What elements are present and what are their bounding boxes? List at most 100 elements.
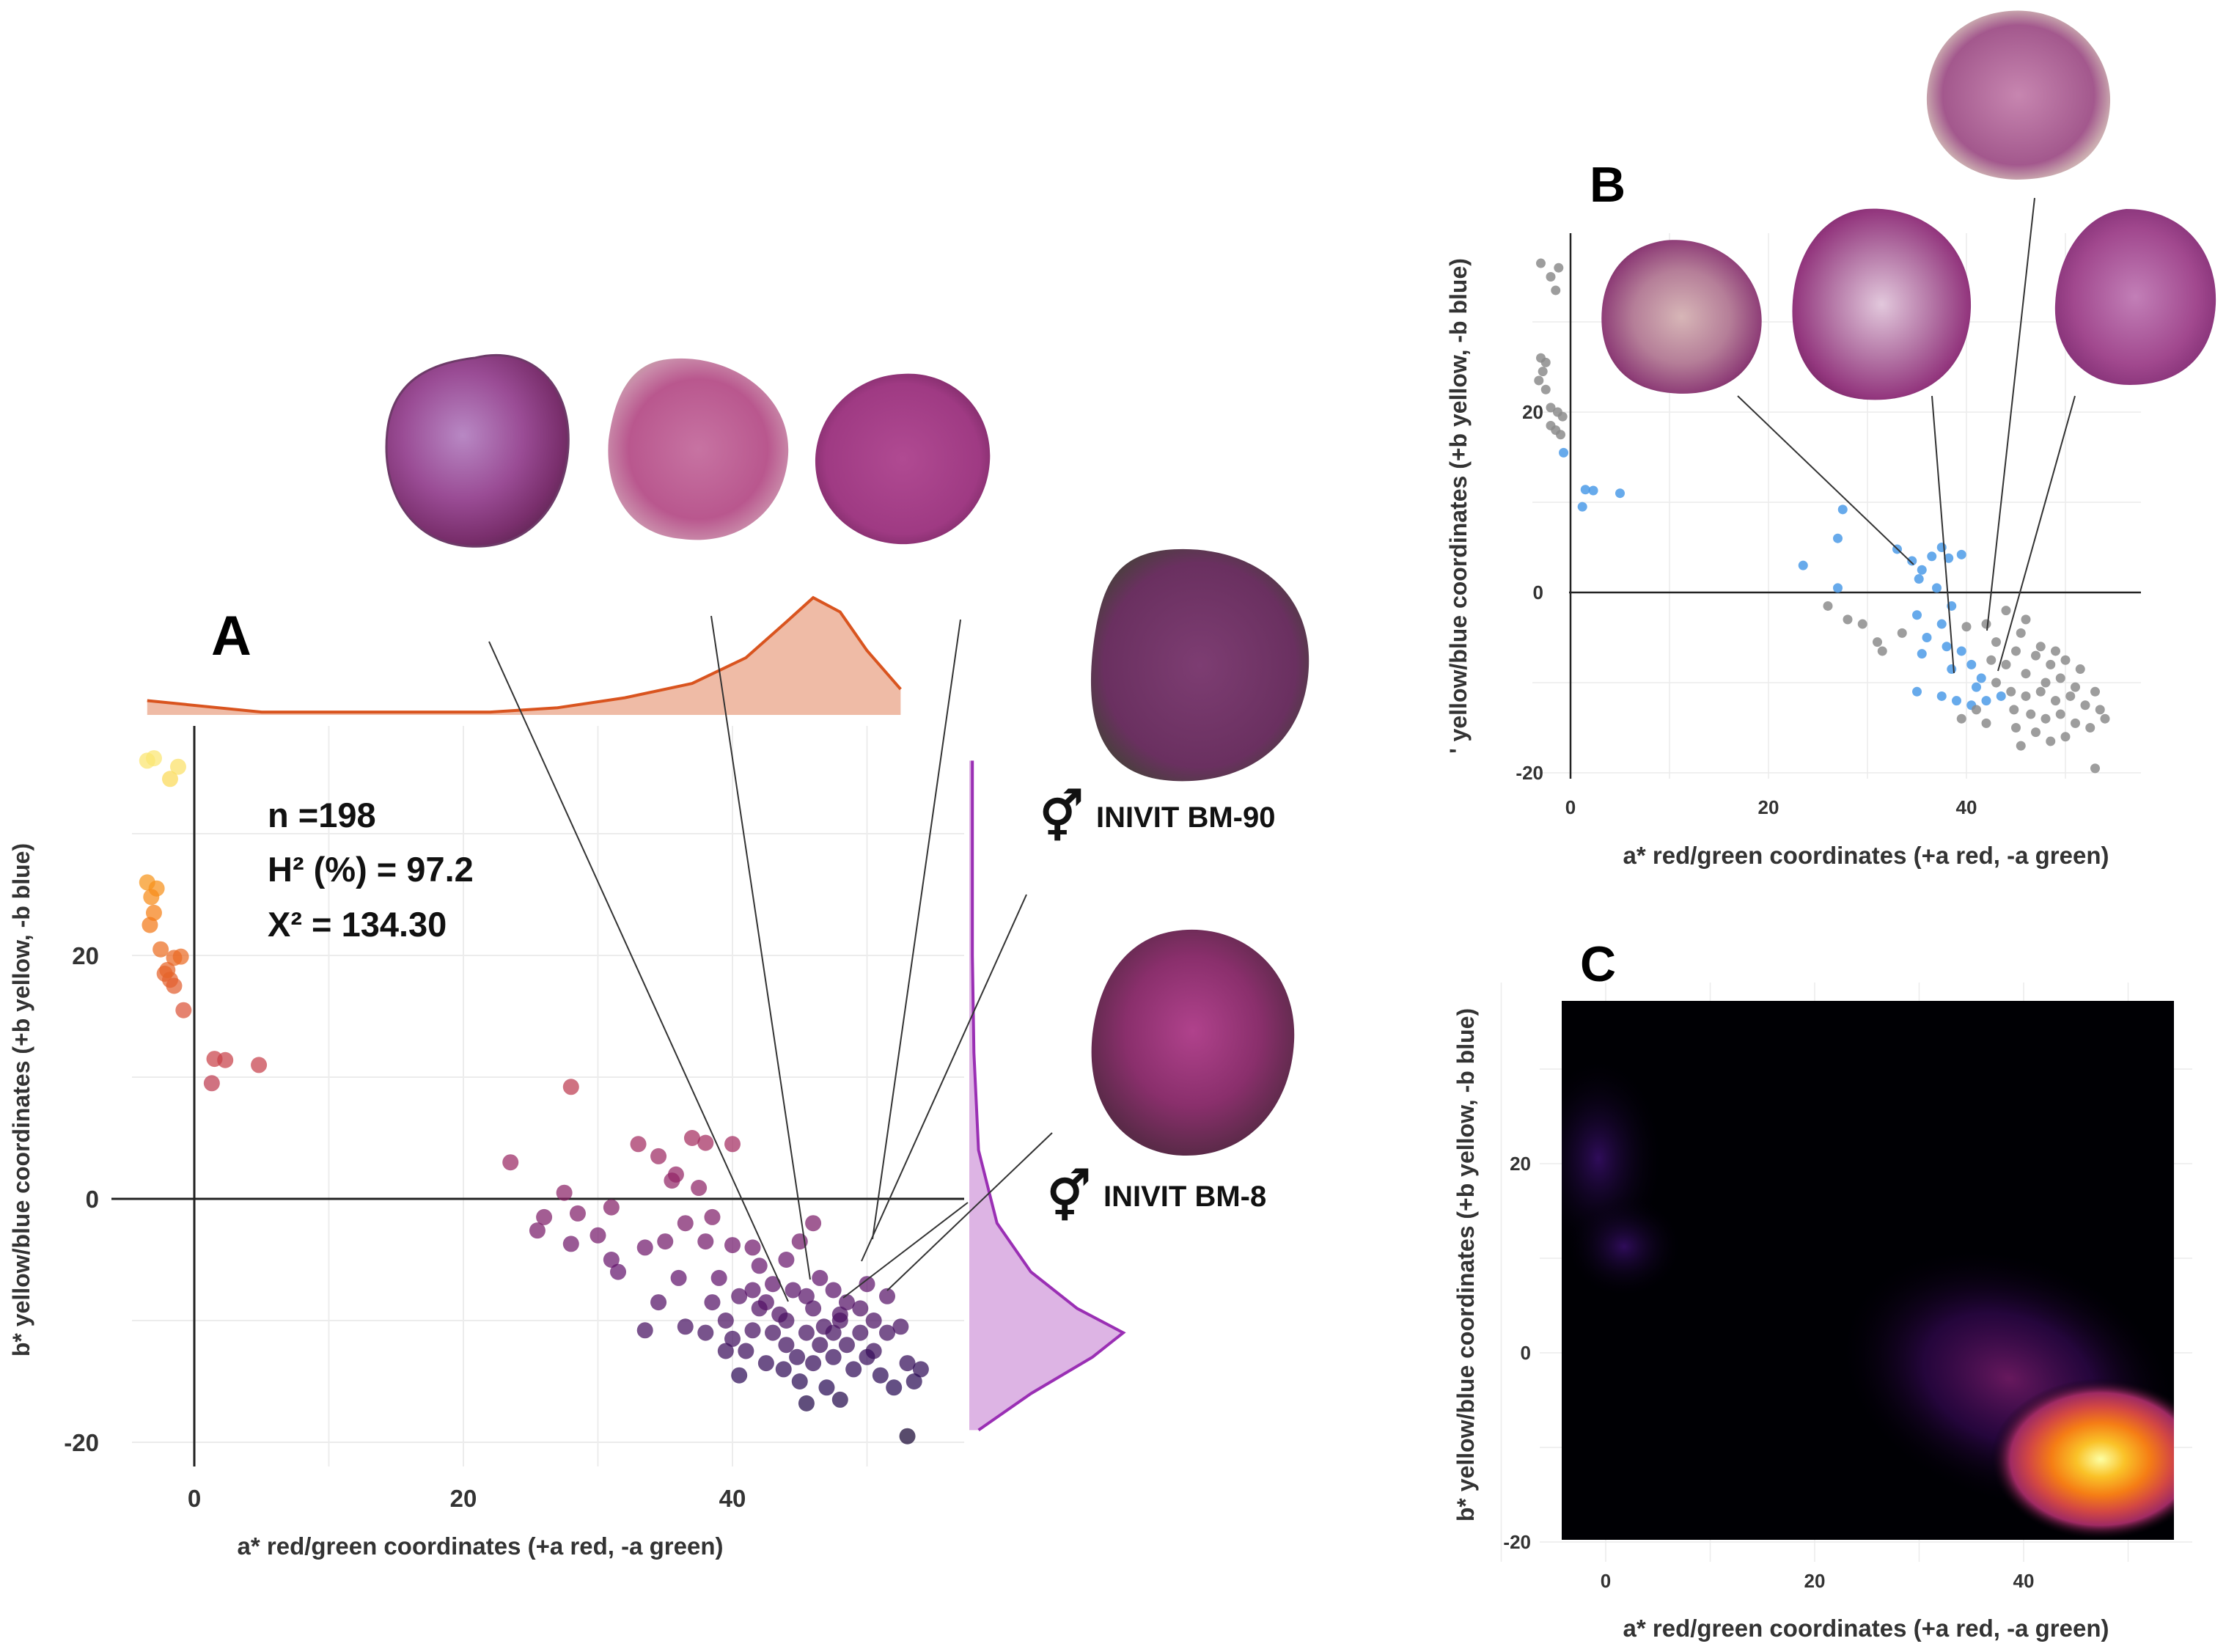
panel-a-point: [717, 1343, 734, 1359]
panel-a-point: [825, 1348, 842, 1365]
heritability-text: H² (%) = 97.2: [268, 850, 474, 889]
panel-c-y-tick: 0: [1521, 1342, 1531, 1364]
panel-b-point: [2040, 713, 2051, 724]
panel-b-point: [1615, 488, 1625, 499]
panel-c-x-tick: 40: [2013, 1570, 2035, 1592]
panel-b-point: [1986, 655, 1997, 665]
panel-b-point: [1823, 601, 1833, 611]
panel-a-slice-4: [1090, 548, 1309, 782]
panel-a-point: [879, 1288, 896, 1304]
panel-a-x-density-area: [147, 598, 901, 715]
panel-a-slice-1: [385, 353, 570, 548]
panel-a-point: [865, 1313, 882, 1329]
panel-a-point: [145, 904, 162, 921]
panel-a-ticks: 0 20 40 20 0 -20: [64, 942, 746, 1512]
panel-b-point: [1536, 258, 1546, 268]
panel-a-point: [805, 1215, 822, 1232]
panel-b-point: [1917, 649, 1927, 659]
panel-b-point: [1554, 263, 1564, 273]
chi-square-text: X² = 134.30: [268, 905, 447, 944]
panel-b-point: [2006, 686, 2016, 697]
panel-a-point: [697, 1233, 714, 1250]
panel-a-point: [562, 1079, 579, 1095]
panel-b-x-axis-title: a* red/green coordinates (+a red, -a gre…: [1623, 842, 2109, 869]
panel-b-point: [2071, 682, 2080, 692]
panel-b-point: [1976, 673, 1986, 683]
panel-b-point: [1952, 696, 1961, 706]
panel-b-point: [1580, 485, 1590, 495]
panel-a-y-density-curve: [971, 760, 1126, 1432]
panel-b-point: [1577, 502, 1587, 512]
panel-a-point: [143, 889, 160, 906]
panel-c-ticks: 0 20 40 20 0 -20: [1503, 1153, 2034, 1592]
panel-b-point: [1559, 447, 1569, 458]
panel-a-point: [603, 1252, 620, 1268]
panel-a-connector-lines: [488, 615, 1053, 1302]
panel-a-point: [765, 1276, 782, 1293]
panel-b-point: [2011, 646, 2021, 656]
panel-a-point: [664, 1172, 680, 1189]
panel-b-point: [2080, 700, 2090, 711]
panel-b-point: [2095, 705, 2105, 715]
panel-b-point: [2051, 696, 2060, 706]
parent-label-bm8: ⚥ INIVIT BM-8: [1047, 1168, 1266, 1224]
panel-b-point: [2071, 718, 2080, 728]
panel-b-point: [1877, 646, 1887, 656]
panel-c-x-axis-title: a* red/green coordinates (+a red, -a gre…: [1623, 1615, 2109, 1642]
panel-a-point: [724, 1330, 741, 1347]
panel-b-point: [1942, 642, 1952, 652]
parent-name-bm90: INIVIT BM-90: [1096, 801, 1275, 834]
panel-a-x-tick: 40: [719, 1485, 746, 1512]
panel-a-point: [791, 1373, 808, 1389]
parent-name-bm8: INIVIT BM-8: [1103, 1181, 1266, 1213]
panel-b-x-tick: 40: [1956, 796, 1977, 818]
panel-b-point: [2090, 763, 2100, 774]
panel-b-point: [2051, 646, 2060, 656]
panel-a-point: [175, 1002, 192, 1018]
panel-a-point: [610, 1263, 627, 1280]
panel-a-point: [744, 1322, 761, 1339]
hermaphrodite-symbol-icon: ⚥: [1040, 788, 1084, 844]
panel-b-point: [1936, 691, 1947, 701]
panel-b-point: [2046, 736, 2056, 746]
panel-a-point: [751, 1258, 768, 1274]
panel-b-point: [2011, 723, 2021, 733]
panel-a-point: [805, 1355, 822, 1372]
panel-b-point: [1534, 375, 1544, 386]
panel-b-point: [1991, 637, 2001, 647]
panel-b-point: [2031, 650, 2040, 661]
panel-a-point: [744, 1239, 761, 1256]
panel-b-point: [1538, 367, 1548, 377]
panel-a-point: [683, 1130, 700, 1146]
panel-b-connector-lines: [1737, 197, 2076, 674]
panel-a-point: [691, 1180, 708, 1197]
panel-b-point: [1956, 549, 1966, 559]
panel-a-point: [912, 1361, 929, 1378]
sample-size-text: n =198: [268, 796, 376, 834]
panel-a-point: [798, 1395, 815, 1411]
panel-b-point: [1546, 403, 1556, 413]
panel-b-point: [2055, 673, 2065, 683]
panel-b-y-tick: 20: [1522, 401, 1543, 423]
panel-a-point: [169, 758, 186, 775]
panel-b-point: [1922, 633, 1932, 642]
panel-b-point: [2035, 642, 2046, 652]
panel-b-point: [2090, 686, 2100, 697]
panel-b-point: [1546, 272, 1556, 282]
panel-a-point: [697, 1134, 714, 1151]
panel-b-point: [1991, 678, 2001, 688]
panel-a-point: [159, 961, 176, 978]
panel-b-point: [1897, 628, 1907, 638]
panel-b-point: [2016, 628, 2026, 638]
panel-a-point: [731, 1367, 748, 1384]
panel-b-point: [1914, 574, 1924, 584]
panel-a-point: [529, 1222, 546, 1239]
panel-a-point: [710, 1269, 727, 1286]
panel-b-point: [2031, 727, 2040, 738]
panel-b-point: [1912, 610, 1922, 620]
panel-b-point: [2046, 659, 2056, 669]
panel-a-point: [845, 1361, 862, 1378]
panel-a-point: [899, 1355, 916, 1372]
panel-a-point: [815, 1318, 832, 1335]
panel-a-point: [778, 1313, 795, 1329]
